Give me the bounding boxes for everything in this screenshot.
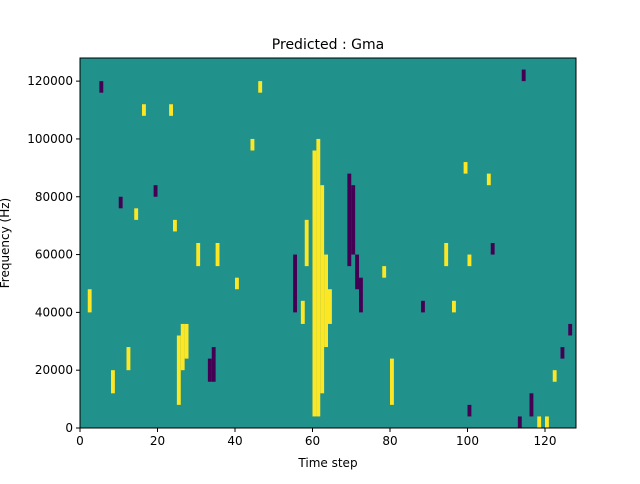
- plot-area: [79, 57, 577, 429]
- heatmap-cell: [304, 219, 309, 267]
- heatmap-cell: [545, 416, 549, 428]
- heatmap-cell: [486, 173, 491, 186]
- heatmap-cell: [99, 81, 104, 93]
- heatmap-cell: [184, 323, 189, 359]
- plot-frame: [79, 57, 577, 429]
- x-tick-label: 100: [456, 434, 479, 448]
- heatmap-cell: [134, 208, 139, 220]
- y-axis: 0 20000 40000 60000 80000 100000 120000: [27, 74, 80, 435]
- heatmap-cell: [235, 277, 239, 290]
- heatmap-cell: [517, 416, 522, 428]
- heatmap-cell: [328, 289, 332, 324]
- heatmap-cell: [529, 393, 534, 417]
- heatmap-cell: [126, 347, 131, 371]
- heatmap-cell: [300, 300, 305, 324]
- heatmap-cell: [176, 335, 181, 405]
- heatmap-cell: [467, 404, 472, 417]
- heatmap-cell: [316, 138, 321, 417]
- heatmap-cell: [320, 185, 325, 394]
- heatmap-cell: [111, 370, 115, 394]
- heatmap-cell: [490, 243, 495, 255]
- x-tick-label: 20: [150, 434, 165, 448]
- y-tick-label: 20000: [35, 363, 73, 377]
- heatmap-cell: [463, 162, 468, 174]
- y-tick-label: 80000: [35, 190, 73, 204]
- heatmap-cell: [87, 289, 92, 313]
- chart-title: Predicted : Gma: [272, 37, 384, 53]
- heatmap-cell: [347, 173, 352, 267]
- x-tick-label: 120: [534, 434, 557, 448]
- x-tick-label: 0: [76, 434, 84, 448]
- heatmap-cell: [521, 69, 526, 82]
- heatmap-cell: [452, 300, 456, 313]
- heatmap-cell: [293, 254, 297, 313]
- heatmap-background: [80, 58, 576, 428]
- heatmap-cell: [324, 254, 328, 348]
- heatmap-cell: [118, 196, 123, 209]
- heatmap-cell: [196, 243, 201, 267]
- heatmap-cell: [444, 243, 449, 267]
- heatmap-cell: [552, 370, 557, 382]
- heatmap-cell: [359, 277, 363, 313]
- heatmap-cell: [169, 104, 173, 116]
- heatmap-cell: [568, 323, 573, 336]
- y-tick-label: 40000: [35, 305, 73, 319]
- heatmap-cell: [560, 347, 565, 359]
- x-tick-label: 40: [227, 434, 242, 448]
- y-tick-label: 0: [65, 421, 73, 435]
- heatmap-cell: [211, 347, 216, 382]
- heatmap-cell: [207, 358, 212, 382]
- y-tick-label: 120000: [27, 74, 73, 88]
- heatmap-cell: [180, 323, 185, 371]
- y-axis-label: Frequency (Hz): [0, 198, 12, 289]
- heatmap-cell: [537, 416, 542, 428]
- x-tick-label: 80: [382, 434, 397, 448]
- heatmap-cell: [250, 138, 255, 151]
- heatmap-cell: [215, 243, 220, 267]
- x-axis-label: Time step: [297, 456, 357, 470]
- heatmap-cell: [421, 300, 425, 313]
- heatmap-cells: [87, 69, 573, 428]
- x-axis: 0 20 40 60 80 100 120: [76, 428, 556, 448]
- heatmap-cell: [312, 150, 317, 417]
- y-tick-label: 100000: [27, 132, 73, 146]
- x-tick-label: 60: [305, 434, 320, 448]
- heatmap-cell: [390, 358, 394, 405]
- heatmap-cell: [355, 254, 359, 290]
- heatmap-cell: [142, 104, 146, 116]
- heatmap-cell: [258, 81, 263, 93]
- heatmap-cell: [351, 185, 356, 255]
- heatmap-cell: [382, 266, 387, 278]
- heatmap-cell: [173, 219, 177, 232]
- heatmap-cell: [153, 185, 158, 197]
- y-tick-label: 60000: [35, 248, 73, 262]
- heatmap-cell: [467, 254, 472, 267]
